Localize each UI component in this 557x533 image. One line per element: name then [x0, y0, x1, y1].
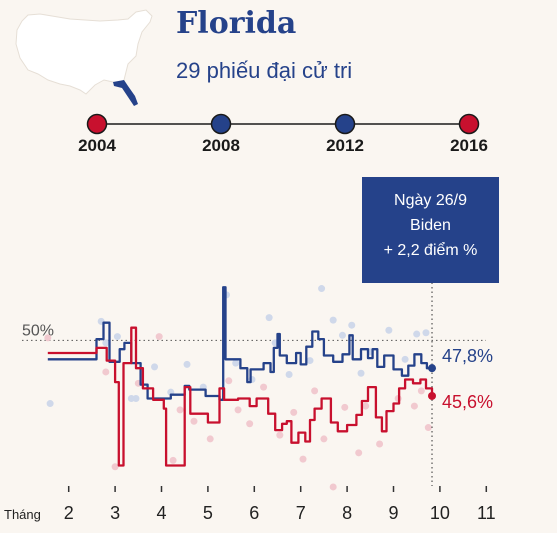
end-dot-dem: [428, 364, 437, 373]
end-label-rep: 45,6%: [442, 392, 493, 412]
poll-dot-rep: [111, 463, 119, 471]
x-tick-label-7: 7: [296, 503, 306, 523]
poll-dot-rep: [169, 456, 177, 464]
poll-dot-rep: [44, 334, 52, 342]
poll-dot-rep: [206, 435, 214, 443]
poll-dot-rep: [260, 383, 268, 391]
tooltip: Ngày 26/9 Biden + 2,2 điểm %: [362, 177, 499, 283]
poll-dot-rep: [341, 403, 349, 411]
poll-dot-dem: [338, 331, 346, 339]
poll-dot-rep: [320, 435, 328, 443]
poll-dot-rep: [376, 440, 384, 448]
end-dot-rep: [428, 391, 437, 400]
poll-dot-dem: [102, 339, 110, 347]
poll-dot-rep: [234, 406, 242, 414]
x-axis-ticks: [67, 486, 488, 492]
x-tick-label-6: 6: [249, 503, 259, 523]
tooltip-date: Ngày 26/9: [394, 192, 467, 209]
x-tick-label-10: 10: [430, 503, 450, 523]
poll-dot-dem: [113, 333, 121, 341]
poll-dot-rep: [311, 387, 319, 395]
poll-dot-dem: [232, 359, 240, 367]
x-tick-label-4: 4: [156, 503, 166, 523]
poll-dot-rep: [190, 417, 198, 425]
tooltip-margin: + 2,2 điểm %: [384, 241, 478, 259]
poll-dot-dem: [413, 330, 421, 338]
election-dot-2016: [458, 113, 480, 135]
poll-dot-dem: [183, 360, 191, 368]
line-rep: [47, 326, 434, 467]
poll-dot-rep: [410, 402, 418, 410]
state-title: Florida: [176, 6, 296, 41]
poll-dot-rep: [417, 387, 425, 395]
poll-dot-dem: [329, 316, 337, 324]
poll-dot-rep: [362, 402, 370, 410]
poll-dot-rep: [299, 455, 307, 463]
election-history: 2004 2008 2012 2016: [78, 113, 488, 155]
x-tick-label-8: 8: [342, 503, 352, 523]
poll-dot-dem: [151, 363, 159, 371]
us-map-icon: [15, 9, 153, 106]
poll-dot-dem: [422, 329, 430, 337]
election-year-2004: 2004: [78, 136, 116, 155]
election-year-2012: 2012: [326, 136, 364, 155]
poll-dot-dem: [348, 321, 356, 329]
end-label-dem: 47,8%: [442, 346, 493, 366]
poll-dot-dem: [357, 369, 365, 377]
poll-dot-rep: [329, 483, 337, 491]
x-tick-label-11: 11: [477, 503, 496, 523]
election-year-2016: 2016: [450, 136, 488, 155]
election-dot-2008: [210, 113, 232, 135]
electoral-votes-subtitle: 29 phiếu đại cử tri: [176, 58, 352, 83]
poll-dot-rep: [246, 420, 254, 428]
x-tick-label-2: 2: [64, 503, 74, 523]
election-dot-2004: [86, 113, 108, 135]
poll-dot-rep: [290, 408, 298, 416]
poll-dot-rep: [102, 368, 110, 376]
poll-dot-dem: [46, 400, 54, 408]
tooltip-background: [362, 177, 499, 283]
us-map-land: [15, 9, 153, 95]
tooltip-candidate: Biden: [410, 217, 451, 234]
x-tick-label-3: 3: [110, 503, 120, 523]
poll-dot-rep: [424, 424, 432, 432]
poll-dot-dem: [132, 394, 140, 402]
florida-highlight: [113, 80, 138, 106]
poll-dot-rep: [176, 406, 184, 414]
poll-dot-dem: [385, 326, 393, 334]
x-tick-label-9: 9: [388, 503, 398, 523]
poll-dot-rep: [276, 431, 284, 439]
poll-dot-rep: [355, 449, 363, 457]
poll-dot-rep: [225, 377, 233, 385]
election-dot-2012: [334, 113, 356, 135]
poll-dot-dem: [265, 314, 273, 322]
poll-dot-dem: [401, 355, 409, 363]
poll-dot-dem: [318, 285, 326, 293]
election-year-2008: 2008: [202, 136, 240, 155]
poll-chart: 50% 47,8% 45,6% Tháng 2 3 4 5 6 7 8 9 10 11: [4, 264, 496, 523]
poll-dot-dem: [285, 370, 293, 378]
x-axis-label: Tháng: [4, 507, 41, 522]
x-axis-tick-labels: 2 3 4 5 6 7 8 9 10 11: [64, 503, 496, 523]
poll-dot-dem: [306, 357, 314, 365]
x-tick-label-5: 5: [203, 503, 213, 523]
poll-dot-rep: [155, 333, 163, 341]
line-dem: [47, 286, 432, 401]
